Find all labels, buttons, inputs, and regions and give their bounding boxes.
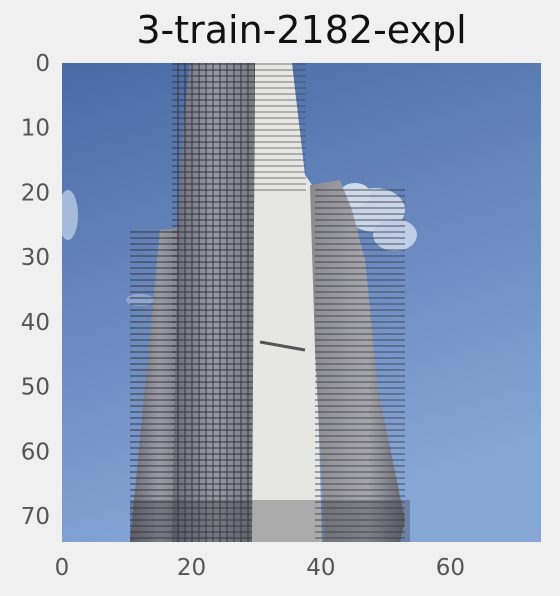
y-tick-label: 20 bbox=[21, 180, 50, 206]
x-tick-label: 0 bbox=[55, 555, 70, 581]
x-axis-ticks: 0 20 40 60 bbox=[55, 555, 465, 581]
y-tick-label: 0 bbox=[35, 51, 50, 77]
x-tick-label: 40 bbox=[306, 555, 335, 581]
y-tick-label: 30 bbox=[21, 245, 50, 271]
photo-image bbox=[62, 63, 541, 542]
y-tick-label: 10 bbox=[21, 116, 50, 142]
y-tick-label: 50 bbox=[21, 375, 50, 401]
x-tick-label: 60 bbox=[436, 555, 465, 581]
y-tick-label: 40 bbox=[21, 310, 50, 336]
y-tick-label: 70 bbox=[21, 504, 50, 530]
x-tick-label: 20 bbox=[177, 555, 206, 581]
chart-title: 3-train-2182-expl bbox=[136, 8, 467, 52]
y-tick-label: 60 bbox=[21, 439, 50, 465]
y-axis-ticks: 0 10 20 30 40 50 60 70 bbox=[21, 51, 50, 530]
cloud-shape-left bbox=[62, 190, 78, 240]
